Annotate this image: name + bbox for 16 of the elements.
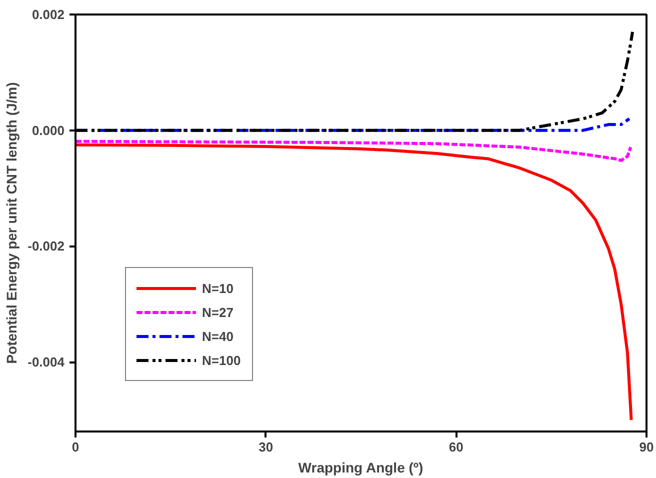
legend-label: N=40 bbox=[202, 328, 234, 344]
y-tick-label: -0.004 bbox=[28, 354, 66, 370]
x-axis-title: Wrapping Angle (º) bbox=[298, 460, 424, 476]
y-tick-label: 0.000 bbox=[32, 122, 65, 138]
y-axis-title: Potential Energy per unit CNT length (J/m) bbox=[4, 82, 20, 364]
legend-label: N=27 bbox=[202, 304, 234, 320]
x-tick-label: 30 bbox=[258, 440, 274, 454]
legend-label: N=10 bbox=[202, 280, 234, 296]
line-series bbox=[76, 140, 632, 162]
y-tick-label: 0.002 bbox=[32, 7, 65, 22]
x-tick-label: 60 bbox=[448, 440, 464, 454]
legend-label: N=100 bbox=[202, 352, 242, 368]
x-tick-label: 90 bbox=[639, 440, 654, 454]
y-tick-label: -0.002 bbox=[28, 238, 65, 254]
x-tick-label: 0 bbox=[72, 440, 80, 454]
line-series bbox=[76, 143, 633, 422]
